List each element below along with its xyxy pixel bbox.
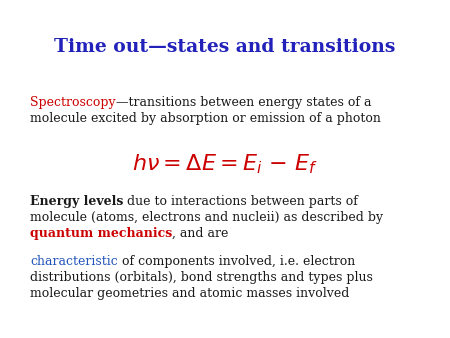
Text: molecule excited by absorption or emission of a photon: molecule excited by absorption or emissi… [30, 112, 381, 125]
Text: , and are: , and are [172, 227, 229, 240]
Text: of components involved, i.e. electron: of components involved, i.e. electron [118, 255, 355, 268]
Text: —transitions between energy states of a: —transitions between energy states of a [116, 96, 371, 109]
Text: Energy levels: Energy levels [30, 195, 123, 208]
Text: due to interactions between parts of: due to interactions between parts of [123, 195, 358, 208]
Text: characteristic: characteristic [30, 255, 118, 268]
Text: $h\nu = \Delta E = E_i\ \mathregular{-}\ E_f$: $h\nu = \Delta E = E_i\ \mathregular{-}\… [132, 152, 318, 176]
Text: quantum mechanics: quantum mechanics [30, 227, 172, 240]
Text: molecule (atoms, electrons and nucleii) as described by: molecule (atoms, electrons and nucleii) … [30, 211, 383, 224]
Text: distributions (orbitals), bond strengths and types plus: distributions (orbitals), bond strengths… [30, 271, 373, 284]
Text: Time out—states and transitions: Time out—states and transitions [54, 38, 396, 56]
Text: Spectroscopy: Spectroscopy [30, 96, 116, 109]
Text: molecular geometries and atomic masses involved: molecular geometries and atomic masses i… [30, 287, 349, 300]
